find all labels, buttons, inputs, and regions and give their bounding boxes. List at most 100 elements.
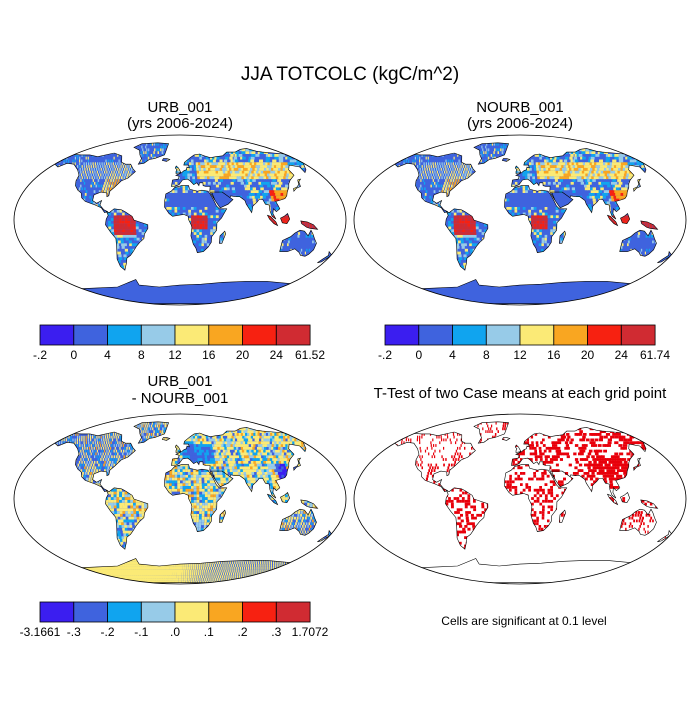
grid-cell bbox=[213, 254, 216, 258]
grid-cell bbox=[41, 190, 42, 193]
grid-cell bbox=[272, 274, 274, 277]
grid-cell bbox=[564, 176, 568, 180]
grid-cell bbox=[93, 167, 95, 171]
grid-cell bbox=[444, 187, 447, 191]
grid-cell bbox=[198, 190, 202, 193]
grid-cell bbox=[317, 257, 319, 260]
grid-cell bbox=[270, 176, 275, 180]
grid-cell bbox=[276, 165, 281, 168]
colorbar-tick-label: 61.52 bbox=[295, 348, 325, 362]
grid-cell bbox=[608, 220, 612, 224]
grid-cell bbox=[221, 229, 224, 233]
grid-cell bbox=[602, 209, 606, 213]
grid-cell bbox=[94, 218, 98, 221]
grid-cell bbox=[581, 271, 583, 274]
grid-cell bbox=[572, 215, 576, 219]
grid-cell bbox=[279, 190, 284, 193]
grid-cell bbox=[479, 181, 482, 185]
grid-cell bbox=[487, 181, 490, 185]
grid-cell bbox=[229, 170, 234, 174]
grid-cell bbox=[384, 254, 388, 257]
grid-cell bbox=[508, 215, 512, 219]
grid-cell bbox=[180, 156, 183, 160]
grid-cell bbox=[125, 145, 127, 149]
grid-cell bbox=[275, 207, 279, 210]
grid-cell bbox=[85, 156, 87, 160]
grid-cell bbox=[498, 193, 502, 196]
grid-cell bbox=[155, 176, 158, 180]
grid-cell bbox=[124, 215, 128, 219]
grid-cell bbox=[91, 268, 96, 272]
grid-cell bbox=[555, 232, 559, 235]
grid-cell bbox=[258, 190, 262, 193]
grid-cell bbox=[605, 226, 608, 230]
grid-cell bbox=[304, 215, 308, 219]
grid-cell bbox=[448, 184, 450, 188]
grid-cell bbox=[114, 232, 118, 235]
grid-cell bbox=[272, 170, 277, 174]
grid-cell bbox=[287, 142, 293, 146]
grid-cell bbox=[196, 220, 200, 224]
grid-cell bbox=[453, 176, 456, 180]
grid-cell bbox=[296, 218, 299, 221]
grid-cell bbox=[476, 274, 480, 277]
grid-cell bbox=[670, 193, 672, 196]
grid-cell bbox=[90, 184, 92, 188]
grid-cell bbox=[47, 215, 50, 218]
grid-cell bbox=[541, 240, 545, 244]
grid-cell bbox=[322, 173, 328, 177]
grid-cell bbox=[375, 187, 376, 190]
grid-cell bbox=[196, 151, 199, 154]
grid-cell bbox=[467, 232, 471, 235]
grid-cell bbox=[177, 207, 180, 210]
grid-cell bbox=[672, 218, 675, 221]
grid-cell bbox=[168, 215, 172, 219]
grid-cell bbox=[527, 265, 530, 269]
grid-cell bbox=[230, 159, 234, 163]
grid-cell bbox=[384, 185, 385, 188]
grid-cell bbox=[444, 260, 449, 263]
grid-cell bbox=[385, 218, 388, 221]
grid-cell bbox=[566, 187, 570, 191]
grid-cell bbox=[605, 218, 609, 221]
grid-cell bbox=[413, 207, 416, 210]
grid-cell bbox=[325, 240, 328, 244]
grid-cell bbox=[587, 179, 591, 182]
grid-cell bbox=[550, 232, 553, 235]
grid-cell bbox=[388, 213, 391, 216]
grid-cell bbox=[658, 215, 662, 219]
grid-cell bbox=[187, 173, 190, 177]
grid-cell bbox=[393, 257, 398, 260]
grid-cell bbox=[136, 209, 139, 213]
grid-cell bbox=[249, 223, 252, 227]
grid-cell bbox=[600, 215, 603, 219]
grid-cell bbox=[180, 234, 183, 238]
grid-cell bbox=[249, 220, 252, 224]
grid-cell bbox=[254, 162, 258, 166]
grid-cell bbox=[126, 162, 128, 166]
grid-cell bbox=[219, 190, 223, 193]
grid-cell bbox=[377, 229, 380, 232]
grid-cell bbox=[459, 257, 463, 260]
grid-cell bbox=[282, 170, 287, 174]
grid-cell bbox=[147, 151, 149, 154]
grid-cell bbox=[363, 227, 366, 230]
grid-cell bbox=[307, 257, 309, 260]
grid-cell bbox=[154, 148, 156, 152]
grid-cell bbox=[79, 156, 81, 160]
grid-cell bbox=[153, 140, 154, 143]
grid-cell bbox=[283, 142, 289, 146]
grid-cell bbox=[74, 260, 79, 263]
grid-cell bbox=[207, 215, 211, 219]
grid-cell bbox=[619, 274, 621, 277]
grid-cell bbox=[596, 193, 601, 196]
grid-cell bbox=[520, 215, 523, 219]
grid-cell bbox=[616, 271, 618, 274]
grid-cell bbox=[278, 181, 283, 185]
grid-cell bbox=[40, 171, 41, 174]
grid-cell bbox=[124, 151, 126, 154]
grid-cell bbox=[631, 201, 635, 205]
grid-cell bbox=[637, 195, 641, 199]
grid-cell bbox=[210, 170, 214, 174]
grid-cell bbox=[54, 260, 59, 263]
